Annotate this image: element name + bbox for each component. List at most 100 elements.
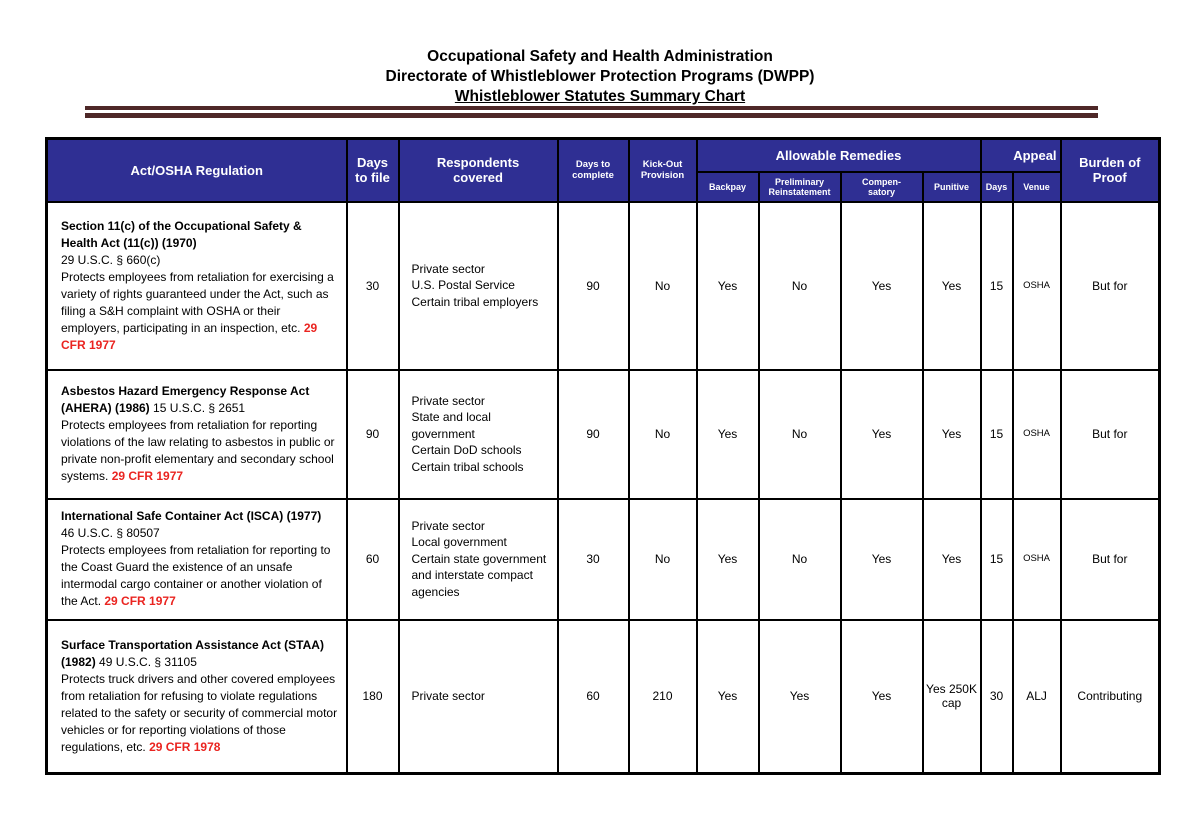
header-row-main: Act/OSHA Regulation Days to file Respond… xyxy=(45,137,1161,203)
backpay-cell: Yes xyxy=(695,200,760,371)
act-description: Protects employees from retaliation for … xyxy=(61,543,331,608)
col-header-burden-of-proof: Burden of Proof xyxy=(1059,137,1161,203)
respondents-cell: Private sector State and local governmen… xyxy=(397,368,559,500)
days-to-file-cell: 180 xyxy=(345,618,400,775)
respondent-item: Private sector xyxy=(411,689,485,703)
backpay-cell: Yes xyxy=(695,618,760,775)
col-header-appeal-days: Days xyxy=(979,170,1014,203)
act-cell: International Safe Container Act (ISCA) … xyxy=(45,497,348,621)
col-header-punitive: Punitive xyxy=(921,170,982,203)
days-to-complete-cell: 30 xyxy=(556,497,630,621)
act-description: Protects employees from retaliation for … xyxy=(61,418,335,483)
cfr-reference: 29 CFR 1977 xyxy=(111,469,184,483)
punitive-cell: Yes 250K cap xyxy=(921,618,982,775)
act-cell: Asbestos Hazard Emergency Response Act (… xyxy=(45,368,348,500)
respondents-cell: Private sector xyxy=(397,618,559,775)
days-to-complete-cell: 60 xyxy=(556,618,630,775)
appeal-days-cell: 15 xyxy=(979,368,1014,500)
kick-out-cell: No xyxy=(627,200,698,371)
respondents-cell: Private sector Local government Certain … xyxy=(397,497,559,621)
appeal-venue-cell: ALJ xyxy=(1011,618,1062,775)
cfr-reference: 29 CFR 1977 xyxy=(104,594,176,608)
respondent-item: U.S. Postal Service xyxy=(411,278,515,293)
respondent-item: Certain tribal employers xyxy=(411,294,539,309)
col-header-backpay: Backpay xyxy=(695,170,760,203)
respondent-item: Private sector xyxy=(411,393,485,408)
act-citation: 49 U.S.C. § 31105 xyxy=(99,654,197,669)
title-rule-bottom xyxy=(85,113,1098,118)
header-row-sub: Backpay Preliminary Reinstatement Compen… xyxy=(47,170,1160,203)
appeal-venue-cell: OSHA xyxy=(1011,497,1062,621)
act-description: Protects employees from retaliation for … xyxy=(61,269,334,352)
preliminary-reinstatement-cell: No xyxy=(757,200,842,371)
statute-row-ahera: Asbestos Hazard Emergency Response Act (… xyxy=(45,368,1161,500)
col-header-preliminary-reinstatement: Preliminary Reinstatement xyxy=(757,170,842,203)
act-citation: 29 U.S.C. § 660(c) xyxy=(61,252,161,267)
cfr-reference: 29 CFR 1978 xyxy=(149,739,221,754)
title-rule-top xyxy=(85,106,1098,110)
respondent-item: Private sector xyxy=(411,518,485,533)
title-line-directorate: Directorate of Whistleblower Protection … xyxy=(385,68,815,85)
days-to-complete-cell: 90 xyxy=(556,368,630,500)
respondent-item: Private sector xyxy=(411,261,485,276)
col-header-respondents-covered: Respondents covered xyxy=(397,137,559,203)
punitive-cell: Yes xyxy=(921,497,982,621)
act-title: Section 11(c) of the Occupational Safety… xyxy=(61,218,302,250)
preliminary-reinstatement-cell: No xyxy=(757,368,842,500)
backpay-cell: Yes xyxy=(695,497,760,621)
col-header-days-to-file: Days to file xyxy=(345,137,400,203)
act-title: Asbestos Hazard Emergency Response Act (… xyxy=(61,384,310,415)
title-line-chart-name: Whistleblower Statutes Summary Chart xyxy=(454,88,746,105)
burden-of-proof-cell: But for xyxy=(1059,497,1161,621)
act-cell: Section 11(c) of the Occupational Safety… xyxy=(45,200,348,371)
cfr-reference: 29 CFR 1977 xyxy=(61,320,318,352)
respondent-item: Certain state government and interstate … xyxy=(411,551,547,599)
preliminary-reinstatement-cell: Yes xyxy=(757,618,842,775)
appeal-venue-cell: OSHA xyxy=(1011,368,1062,500)
compensatory-cell: Yes xyxy=(839,618,924,775)
col-header-allowable-remedies: Allowable Remedies xyxy=(695,137,982,173)
statute-row-osh-act-11c: Section 11(c) of the Occupational Safety… xyxy=(45,200,1161,371)
act-title: Surface Transportation Assistance Act (S… xyxy=(61,637,324,669)
appeal-days-cell: 15 xyxy=(979,200,1014,371)
appeal-days-cell: 30 xyxy=(979,618,1014,775)
burden-of-proof-cell: But for xyxy=(1059,200,1161,371)
col-header-appeal-venue: Venue xyxy=(1011,170,1062,203)
act-citation: 15 U.S.C. § 2651 xyxy=(153,401,246,415)
appeal-days-cell: 15 xyxy=(979,497,1014,621)
backpay-cell: Yes xyxy=(695,368,760,500)
kick-out-cell: No xyxy=(627,368,698,500)
compensatory-cell: Yes xyxy=(839,368,924,500)
kick-out-cell: No xyxy=(627,497,698,621)
respondent-item: Certain DoD schools xyxy=(411,443,522,458)
appeal-venue-cell: OSHA xyxy=(1011,200,1062,371)
kick-out-cell: 210 xyxy=(627,618,698,775)
preliminary-reinstatement-cell: No xyxy=(757,497,842,621)
compensatory-cell: Yes xyxy=(839,497,924,621)
title-line-agency: Occupational Safety and Health Administr… xyxy=(427,48,773,65)
col-header-appeal: Appeal xyxy=(979,137,1062,173)
respondent-item: Local government xyxy=(411,535,507,550)
days-to-file-cell: 60 xyxy=(345,497,400,621)
act-citation: 46 U.S.C. § 80507 xyxy=(61,526,160,540)
statute-row-isca: International Safe Container Act (ISCA) … xyxy=(45,497,1161,621)
burden-of-proof-cell: Contributing xyxy=(1059,618,1161,775)
whistleblower-statutes-table: Act/OSHA Regulation Days to file Respond… xyxy=(45,137,1162,775)
act-description: Protects truck drivers and other covered… xyxy=(61,671,338,754)
col-header-kick-out-provision: Kick-Out Provision xyxy=(627,137,698,203)
act-title: International Safe Container Act (ISCA) … xyxy=(61,509,322,540)
col-header-compensatory: Compen- satory xyxy=(839,170,924,203)
punitive-cell: Yes xyxy=(921,200,982,371)
punitive-cell: Yes xyxy=(921,368,982,500)
compensatory-cell: Yes xyxy=(839,200,924,371)
days-to-file-cell: 30 xyxy=(345,200,400,371)
statute-row-staa: Surface Transportation Assistance Act (S… xyxy=(45,618,1161,775)
respondent-item: Certain tribal schools xyxy=(411,459,524,474)
days-to-complete-cell: 90 xyxy=(556,200,630,371)
days-to-file-cell: 90 xyxy=(345,368,400,500)
col-header-act-regulation: Act/OSHA Regulation xyxy=(45,137,348,203)
respondent-item: State and local government xyxy=(411,410,491,441)
document-title-block: Occupational Safety and Health Administr… xyxy=(0,47,1200,107)
col-header-days-to-complete: Days to complete xyxy=(556,137,630,203)
act-cell: Surface Transportation Assistance Act (S… xyxy=(45,618,348,775)
